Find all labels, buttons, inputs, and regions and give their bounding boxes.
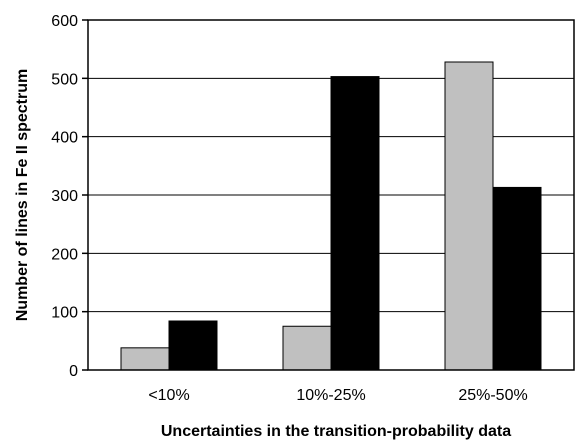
bar-series2-0 <box>168 320 218 371</box>
y-axis-ticks: 0 100 200 300 400 500 600 <box>51 13 88 380</box>
x-axis-ticks: <10% 10%-25% 25%-50% <box>148 387 527 404</box>
bar-series1-1 <box>282 325 332 371</box>
x-tick-label: <10% <box>148 387 189 404</box>
bars <box>120 61 542 371</box>
bar-series1-2 <box>444 61 494 371</box>
y-axis-title: Number of lines in Fe II spectrum <box>14 69 31 322</box>
x-axis-title: Uncertainties in the transition-probabil… <box>161 423 511 440</box>
y-tick-label: 200 <box>51 246 78 263</box>
bar-series2-1 <box>330 76 380 371</box>
x-tick-label: 25%-50% <box>458 387 527 404</box>
bar-series2-2 <box>492 186 542 371</box>
y-tick-label: 400 <box>51 130 78 147</box>
y-tick-label: 500 <box>51 71 78 88</box>
y-tick-label: 300 <box>51 188 78 205</box>
y-tick-label: 600 <box>51 13 78 30</box>
bar-series1-0 <box>120 347 170 371</box>
y-tick-label: 0 <box>69 363 78 380</box>
y-tick-label: 100 <box>51 305 78 322</box>
x-tick-label: 10%-25% <box>296 387 365 404</box>
